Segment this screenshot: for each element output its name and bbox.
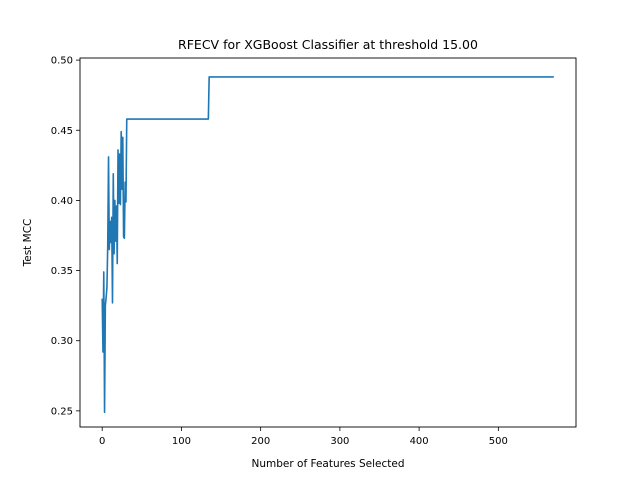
y-tick-label: 0.30	[51, 336, 73, 347]
x-axis-ticks: 0 100 200 300 400 500	[99, 427, 508, 447]
plot-area	[101, 76, 554, 414]
y-tick-label: 0.50	[51, 56, 73, 67]
x-tick-label: 400	[410, 436, 429, 447]
x-tick-label: 100	[172, 436, 191, 447]
y-axis-label: Test MCC	[22, 219, 34, 268]
series-line-0	[101, 76, 554, 414]
x-axis-label: Number of Features Selected	[252, 458, 405, 470]
chart-title: RFECV for XGBoost Classifier at threshol…	[178, 37, 478, 52]
x-tick-label: 0	[99, 436, 105, 447]
y-tick-label: 0.25	[51, 406, 73, 417]
x-tick-label: 300	[330, 436, 349, 447]
y-axis-ticks: 0.25 0.30 0.35 0.40 0.45 0.50	[51, 56, 80, 417]
axes-frame	[79, 57, 577, 428]
y-tick-label: 0.35	[51, 266, 73, 277]
y-tick-label: 0.40	[51, 196, 73, 207]
x-tick-label: 200	[251, 436, 270, 447]
x-tick-label: 500	[489, 436, 508, 447]
y-tick-label: 0.45	[51, 126, 73, 137]
